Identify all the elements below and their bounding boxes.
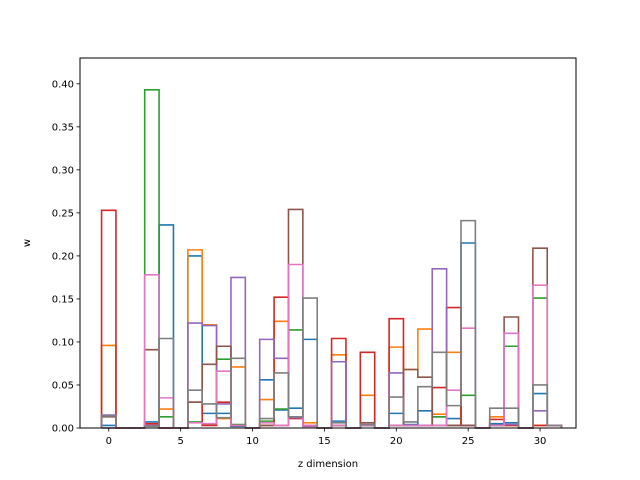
plot-frame	[79, 57, 577, 429]
y-tick-label-5: 0.25	[52, 208, 74, 219]
x-tick-label-15: 15	[318, 436, 331, 447]
y-axis-label: w	[22, 239, 33, 247]
x-tick-label-10: 10	[246, 436, 259, 447]
y-tick-label-6: 0.30	[52, 165, 74, 176]
x-tick-label-30: 30	[534, 436, 547, 447]
y-tick-label-7: 0.35	[52, 122, 74, 133]
x-tick-label-0: 0	[106, 436, 112, 447]
y-tick-label-3: 0.15	[52, 294, 74, 305]
y-tick-label-1: 0.05	[52, 380, 74, 391]
y-tick-label-2: 0.10	[52, 337, 74, 348]
y-tick-label-8: 0.40	[52, 79, 74, 90]
x-tick-label-20: 20	[390, 436, 403, 447]
plot-area	[80, 58, 576, 428]
axes-layer: 0 5 10 15 20 25 30 0.00 0.05 0.10 0.15 0.20 0.25 0.30…	[52, 79, 547, 447]
y-tick-label-4: 0.20	[52, 251, 74, 262]
y-tick-label-0: 0.00	[52, 424, 74, 435]
x-tick-label-25: 25	[462, 436, 475, 447]
x-tick-label-5: 5	[177, 436, 183, 447]
x-axis-label: z dimension	[298, 459, 358, 470]
